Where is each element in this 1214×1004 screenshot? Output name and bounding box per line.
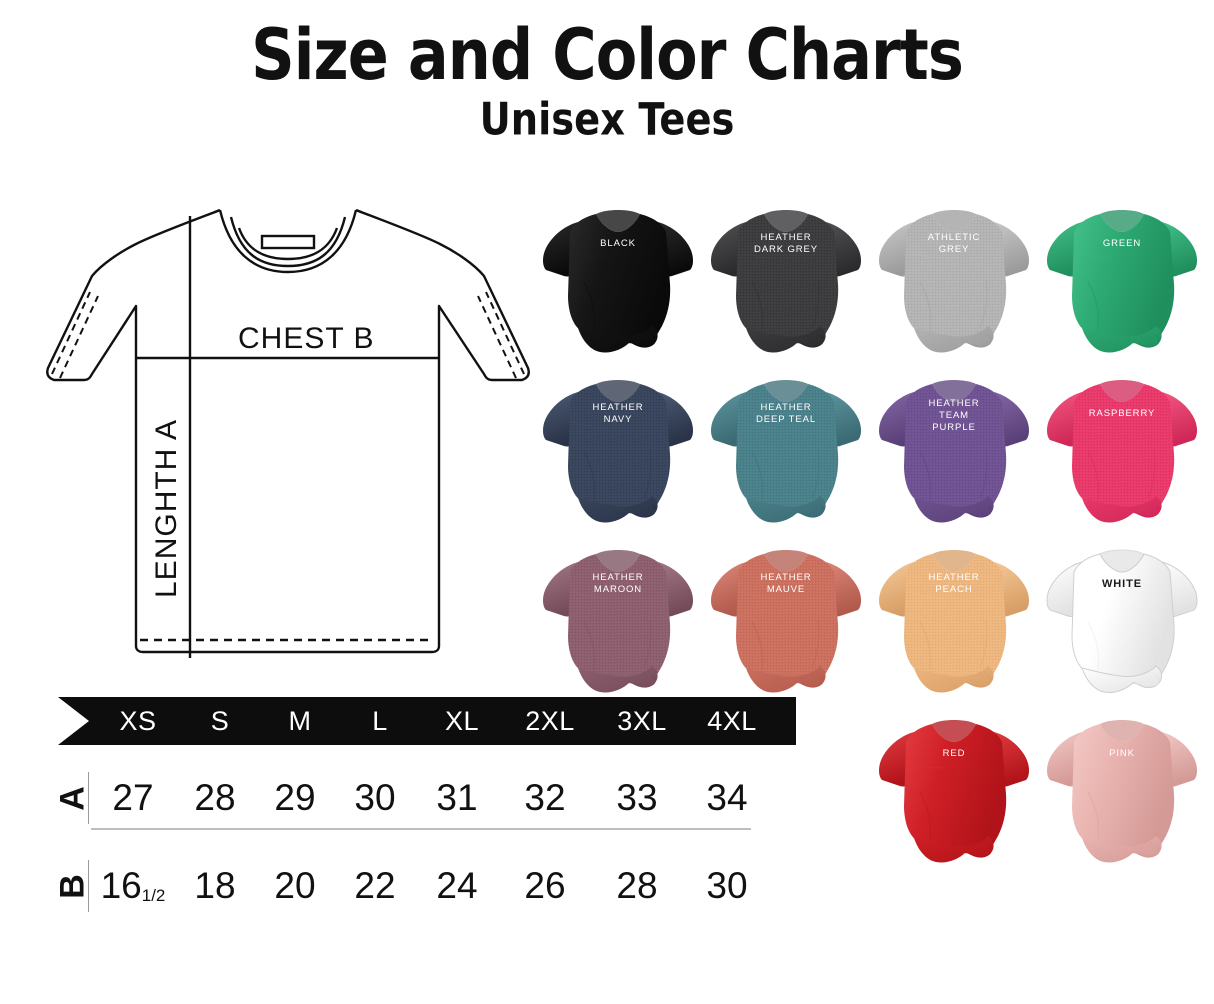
row-label-a: A	[53, 785, 92, 811]
page-subtitle: Unisex Tees	[479, 94, 735, 146]
color-swatch-athletic-grey[interactable]: ATHLETIC GREY	[870, 192, 1038, 362]
cell-b-xs-fraction: 1/2	[141, 886, 166, 905]
tshirt-icon	[702, 192, 870, 362]
size-header-row: XS S M L XL 2XL 3XL 4XL	[58, 697, 796, 745]
tshirt-icon	[1038, 362, 1206, 532]
table-row: B 161/2 18 20 22 24 26 28 30	[54, 853, 848, 919]
cell-a-s: 28	[194, 777, 236, 818]
size-header-l: L	[372, 705, 388, 736]
cell-b-s: 18	[194, 865, 236, 906]
color-swatch-raspberry[interactable]: RASPBERRY	[1038, 362, 1206, 532]
row-b-cells: 161/2 18 20 22 24 26 28 30	[91, 865, 848, 907]
color-swatch-heather-peach[interactable]: HEATHER PEACH	[870, 532, 1038, 702]
row-a-cells: 27 28 29 30 31 32 33 34	[91, 777, 848, 819]
row-divider	[88, 860, 89, 912]
cell-a-xl: 31	[436, 777, 478, 818]
size-header-2xl: 2XL	[525, 705, 575, 736]
color-swatch-row: HEATHER MAROON	[534, 532, 1206, 702]
cell-b-xs: 161/2	[91, 865, 175, 907]
cell-a-2xl: 32	[524, 777, 566, 818]
color-swatch-grid: BLACK	[534, 192, 1206, 882]
length-measurement-label: LENGHTH A	[150, 419, 183, 598]
cell-b-m: 20	[274, 865, 316, 906]
table-row: A 27 28 29 30 31 32 33 34	[54, 765, 848, 831]
size-header-3xl: 3XL	[617, 705, 667, 736]
size-header-4xl: 4XL	[707, 705, 757, 736]
cell-a-l: 30	[354, 777, 396, 818]
tshirt-icon	[1038, 532, 1206, 702]
measurement-diagram: CHEST B LENGHTH A	[40, 188, 540, 672]
tshirt-icon	[1038, 702, 1206, 872]
cell-b-2xl: 26	[524, 865, 566, 906]
tshirt-icon	[534, 192, 702, 362]
color-swatch-white[interactable]: WHITE	[1038, 532, 1206, 702]
cell-b-3xl: 28	[616, 865, 658, 906]
banner-ribbon-shape	[58, 697, 796, 745]
table-rule-divider	[91, 828, 751, 830]
tshirt-icon	[534, 532, 702, 702]
tshirt-icon	[702, 362, 870, 532]
chest-measurement-label: CHEST B	[238, 322, 374, 355]
page-title: Size and Color Charts	[251, 13, 964, 96]
size-header-s: S	[210, 705, 230, 736]
size-header-xl: XL	[444, 705, 480, 736]
tshirt-outline-svg: CHEST B LENGHTH A	[46, 208, 530, 658]
tshirt-icon	[870, 192, 1038, 362]
neck-tag-icon	[260, 234, 316, 250]
color-swatch-row: RED	[870, 702, 1206, 872]
color-swatch-heather-dark-grey[interactable]: HEATHER DARK GREY	[702, 192, 870, 362]
color-swatch-heather-deep-teal[interactable]: HEATHER DEEP TEAL	[702, 362, 870, 532]
size-header-banner: XS S M L XL 2XL 3XL 4XL	[58, 697, 796, 745]
cell-b-l: 22	[354, 865, 396, 906]
cell-b-xs-value: 16	[100, 865, 142, 906]
size-header-m: M	[288, 705, 312, 736]
cell-b-xl: 24	[436, 865, 478, 906]
tshirt-icon	[870, 702, 1038, 872]
color-swatch-heather-mauve[interactable]: HEATHER MAUVE	[702, 532, 870, 702]
tshirt-icon	[534, 362, 702, 532]
tshirt-icon	[702, 532, 870, 702]
color-swatch-heather-maroon[interactable]: HEATHER MAROON	[534, 532, 702, 702]
color-swatch-row: HEATHER NAVY	[534, 362, 1206, 532]
size-chart-table: XS S M L XL 2XL 3XL 4XL A 27 28 29 30 31…	[54, 697, 848, 912]
color-swatch-red[interactable]: RED	[870, 702, 1038, 872]
color-swatch-pink[interactable]: PINK	[1038, 702, 1206, 872]
page-header: Size and Color Charts Unisex Tees	[0, 0, 1214, 146]
color-swatch-heather-navy[interactable]: HEATHER NAVY	[534, 362, 702, 532]
cell-b-4xl: 30	[706, 865, 748, 906]
cell-a-xs: 27	[112, 777, 154, 818]
size-header-xs: XS	[119, 705, 157, 736]
cell-a-m: 29	[274, 777, 316, 818]
cell-a-3xl: 33	[616, 777, 658, 818]
color-swatch-black[interactable]: BLACK	[534, 192, 702, 362]
color-swatch-green[interactable]: GREEN	[1038, 192, 1206, 362]
color-swatch-heather-team-purple[interactable]: HEATHER TEAM PURPLE	[870, 362, 1038, 532]
tshirt-icon	[870, 532, 1038, 702]
row-divider	[88, 772, 89, 824]
tshirt-icon	[1038, 192, 1206, 362]
tshirt-icon	[870, 362, 1038, 532]
color-swatch-row: BLACK	[534, 192, 1206, 362]
cell-a-4xl: 34	[706, 777, 748, 818]
row-label-b: B	[53, 873, 92, 899]
